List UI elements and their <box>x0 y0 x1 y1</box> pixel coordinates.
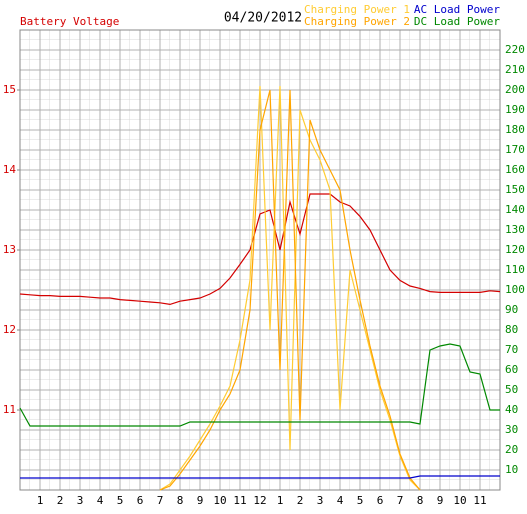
x-tick-label: 3 <box>317 494 324 507</box>
y-tick-label: 11 <box>3 403 16 416</box>
y2-tick-label: 170 <box>505 143 525 156</box>
x-tick-label: 10 <box>453 494 466 507</box>
legend-entry: DC Load Power <box>414 15 500 28</box>
y2-tick-label: 180 <box>505 123 525 136</box>
x-tick-label: 8 <box>417 494 424 507</box>
x-tick-label: 1 <box>277 494 284 507</box>
y2-tick-label: 60 <box>505 363 518 376</box>
x-tick-label: 11 <box>233 494 246 507</box>
series-line <box>20 475 500 479</box>
y2-tick-label: 70 <box>505 343 518 356</box>
x-tick-label: 7 <box>157 494 164 507</box>
y-tick-label: 15 <box>3 83 16 96</box>
x-tick-label: 4 <box>337 494 344 507</box>
y2-tick-label: 50 <box>505 383 518 396</box>
plot-frame <box>19 29 501 491</box>
y2-tick-label: 150 <box>505 183 525 196</box>
y2-tick-label: 190 <box>505 103 525 116</box>
chart-title: 04/20/2012 <box>224 11 302 26</box>
y2-tick-label: 200 <box>505 83 525 96</box>
legend-entry: AC Load Power <box>414 3 500 16</box>
series-line <box>159 85 421 491</box>
x-tick-label: 8 <box>177 494 184 507</box>
legend-entry: Charging Power 1 <box>304 3 410 16</box>
x-tick-label: 4 <box>97 494 104 507</box>
y2-tick-label: 100 <box>505 283 525 296</box>
legend-entry: Battery Voltage <box>20 15 119 28</box>
y2-tick-label: 140 <box>505 203 525 216</box>
y2-tick-label: 90 <box>505 303 518 316</box>
x-tick-label: 2 <box>57 494 64 507</box>
x-tick-label: 9 <box>197 494 204 507</box>
legend-entry: Charging Power 2 <box>304 15 410 28</box>
x-tick-label: 9 <box>437 494 444 507</box>
y2-tick-label: 30 <box>505 423 518 436</box>
y2-tick-label: 220 <box>505 43 525 56</box>
x-tick-label: 12 <box>253 494 266 507</box>
y2-tick-label: 210 <box>505 63 525 76</box>
series-line <box>159 89 421 491</box>
y2-tick-label: 120 <box>505 243 525 256</box>
y2-tick-label: 10 <box>505 463 518 476</box>
y-tick-label: 14 <box>3 163 17 176</box>
y2-tick-label: 20 <box>505 443 518 456</box>
x-tick-label: 5 <box>357 494 364 507</box>
x-tick-label: 11 <box>473 494 486 507</box>
x-tick-label: 5 <box>117 494 124 507</box>
x-tick-label: 6 <box>377 494 384 507</box>
x-tick-label: 2 <box>297 494 304 507</box>
y2-tick-label: 40 <box>505 403 518 416</box>
x-tick-label: 7 <box>397 494 404 507</box>
y2-tick-label: 160 <box>505 163 525 176</box>
y-tick-label: 12 <box>3 323 16 336</box>
y-tick-label: 13 <box>3 243 16 256</box>
x-tick-label: 3 <box>77 494 84 507</box>
y2-tick-label: 80 <box>505 323 518 336</box>
series-line <box>19 343 500 427</box>
x-tick-label: 1 <box>37 494 44 507</box>
y2-tick-label: 110 <box>505 263 525 276</box>
series-line <box>19 193 501 306</box>
x-tick-label: 6 <box>137 494 144 507</box>
x-tick-label: 10 <box>213 494 226 507</box>
y2-tick-label: 130 <box>505 223 525 236</box>
